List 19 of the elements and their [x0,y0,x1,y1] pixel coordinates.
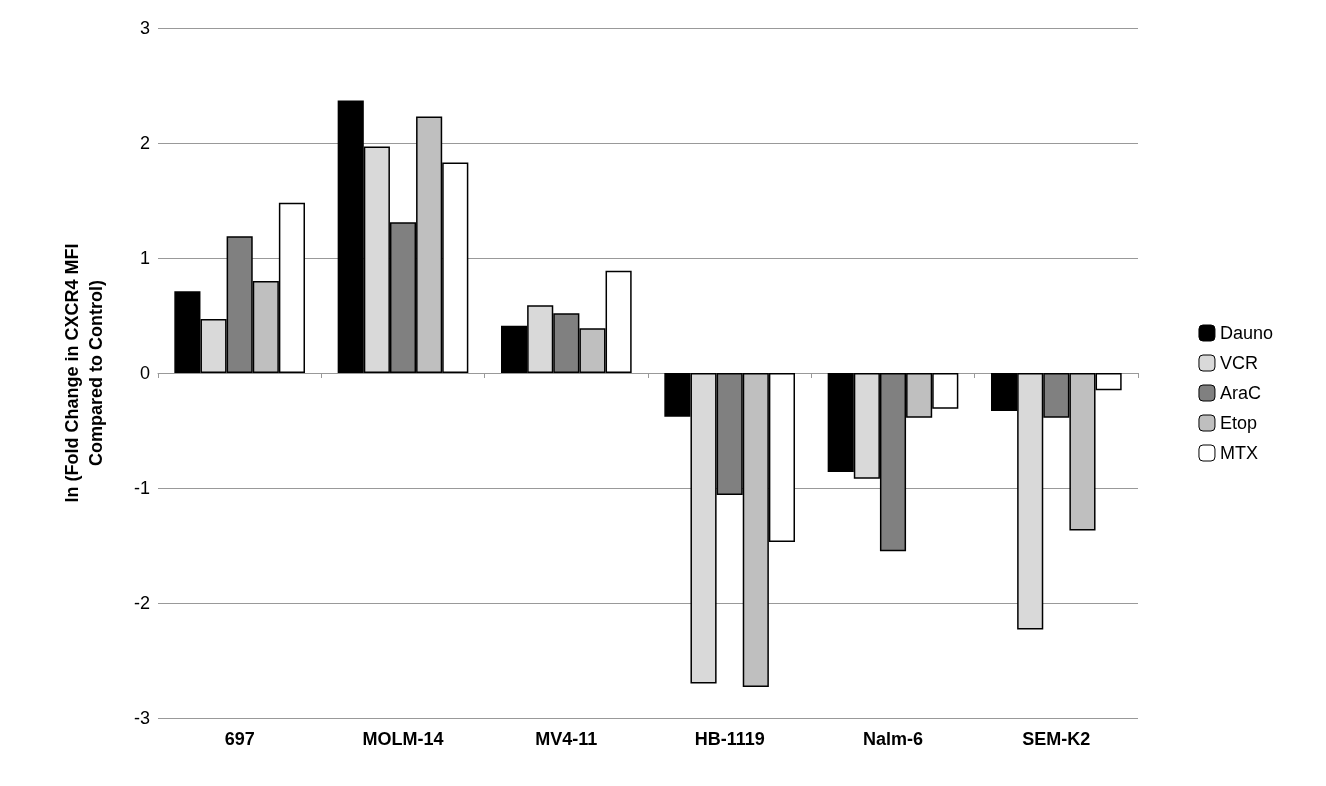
x-tick-label: MV4-11 [535,729,598,749]
x-tick-label: Nalm-6 [862,729,924,749]
x-tick-label: MOLM-14 [362,729,444,749]
y-axis-title: ln (Fold Change in CXCR4 MFI Compared to Control) [62,243,106,503]
x-tick-label: SEM-K2 [1022,729,1091,749]
y-tick-label: 3 [139,18,150,38]
y-tick-label: 2 [139,133,150,153]
y-tick-label: -2 [133,593,150,613]
y-tick-label: 1 [139,248,150,268]
legend-label: Etop [1219,413,1257,433]
y-tick-label: -1 [133,478,150,498]
x-tick-label: HB-1119 [694,729,765,749]
legend-label: VCR [1219,353,1258,373]
legend-label: AraC [1219,383,1261,403]
y-tick-label: 0 [139,363,150,383]
x-tick-label: 697 [224,729,255,749]
y-tick-label: -3 [133,708,150,728]
legend-label: MTX [1219,443,1258,463]
legend-label: Dauno [1219,323,1273,343]
